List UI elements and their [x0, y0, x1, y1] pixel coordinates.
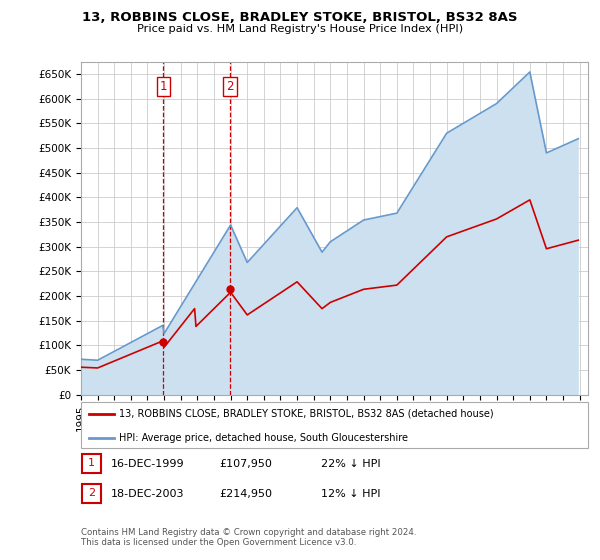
Text: 12% ↓ HPI: 12% ↓ HPI: [321, 489, 380, 499]
Text: Price paid vs. HM Land Registry's House Price Index (HPI): Price paid vs. HM Land Registry's House …: [137, 24, 463, 34]
Text: 13, ROBBINS CLOSE, BRADLEY STOKE, BRISTOL, BS32 8AS (detached house): 13, ROBBINS CLOSE, BRADLEY STOKE, BRISTO…: [119, 409, 494, 418]
FancyBboxPatch shape: [82, 484, 101, 503]
Text: 18-DEC-2003: 18-DEC-2003: [111, 489, 185, 499]
Text: 1: 1: [88, 458, 95, 468]
Text: £107,950: £107,950: [219, 459, 272, 469]
Text: 2: 2: [88, 488, 95, 498]
Text: HPI: Average price, detached house, South Gloucestershire: HPI: Average price, detached house, Sout…: [119, 433, 408, 443]
Text: 22% ↓ HPI: 22% ↓ HPI: [321, 459, 380, 469]
FancyBboxPatch shape: [81, 402, 588, 448]
Text: 16-DEC-1999: 16-DEC-1999: [111, 459, 185, 469]
Text: 13, ROBBINS CLOSE, BRADLEY STOKE, BRISTOL, BS32 8AS: 13, ROBBINS CLOSE, BRADLEY STOKE, BRISTO…: [82, 11, 518, 24]
Text: Contains HM Land Registry data © Crown copyright and database right 2024.
This d: Contains HM Land Registry data © Crown c…: [81, 528, 416, 547]
Text: £214,950: £214,950: [219, 489, 272, 499]
FancyBboxPatch shape: [82, 454, 101, 473]
Text: 1: 1: [160, 80, 167, 93]
Text: 2: 2: [226, 80, 233, 93]
